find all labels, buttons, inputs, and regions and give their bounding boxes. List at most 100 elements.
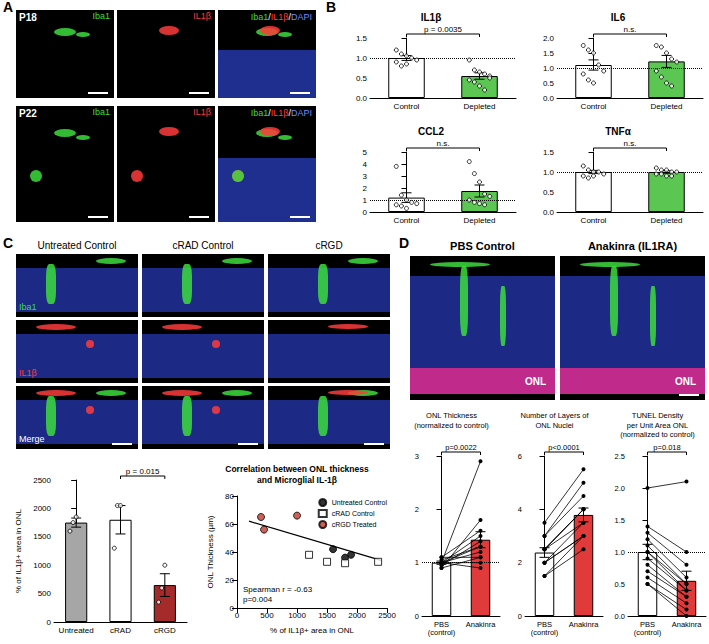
svg-text:1.5: 1.5 <box>615 516 625 525</box>
svg-text:Depleted: Depleted <box>650 102 682 111</box>
svg-text:CCL2: CCL2 <box>418 126 445 137</box>
svg-text:(normalized to control): (normalized to control) <box>620 430 695 439</box>
svg-text:p = 0.015: p = 0.015 <box>126 467 160 476</box>
svg-text:1000: 1000 <box>33 561 51 570</box>
svg-text:Depleted: Depleted <box>650 216 682 225</box>
svg-text:0.5: 0.5 <box>356 74 368 83</box>
svg-text:1.0: 1.0 <box>615 548 625 557</box>
svg-text:2000: 2000 <box>348 611 366 620</box>
svg-text:Control: Control <box>581 102 607 111</box>
svg-text:0.5: 0.5 <box>543 188 555 197</box>
svg-text:0.0: 0.0 <box>543 208 555 217</box>
svg-text:1.0: 1.0 <box>356 54 368 63</box>
svg-text:0: 0 <box>47 618 52 627</box>
svg-text:1500: 1500 <box>33 532 51 541</box>
svg-text:Correlation between ONL thickn: Correlation between ONL thickness <box>225 464 369 474</box>
svg-text:4: 4 <box>518 505 522 514</box>
svg-text:Depleted: Depleted <box>463 102 495 111</box>
svg-text:2.0: 2.0 <box>615 484 625 493</box>
svg-text:2: 2 <box>518 558 522 567</box>
svg-text:p = 0.0035: p = 0.0035 <box>424 25 463 34</box>
svg-text:1500: 1500 <box>318 611 336 620</box>
svg-text:40: 40 <box>225 548 234 557</box>
svg-text:IL1β: IL1β <box>421 12 442 23</box>
svg-text:3: 3 <box>415 452 419 461</box>
svg-text:ONL Thickness (µm): ONL Thickness (µm) <box>206 515 215 588</box>
svg-text:2.5: 2.5 <box>615 452 625 461</box>
svg-text:1: 1 <box>363 196 368 205</box>
svg-text:cRGD: cRGD <box>154 626 176 635</box>
svg-text:ONL Thickness: ONL Thickness <box>426 411 477 420</box>
svg-text:6: 6 <box>518 452 522 461</box>
svg-text:0: 0 <box>518 612 522 621</box>
svg-text:p=0.004: p=0.004 <box>243 595 273 604</box>
html-text:C: C <box>3 235 14 251</box>
svg-text:4: 4 <box>363 160 368 169</box>
svg-text:p=0.018: p=0.018 <box>653 443 680 452</box>
svg-text:TUNEL Density: TUNEL Density <box>632 411 684 420</box>
svg-text:Anakinra: Anakinra <box>569 620 599 629</box>
svg-text:% of IL1β+ area in ONL: % of IL1β+ area in ONL <box>14 508 23 593</box>
svg-text:0.0: 0.0 <box>356 94 368 103</box>
svg-text:% of IL1β+ area in ONL: % of IL1β+ area in ONL <box>270 626 355 635</box>
svg-text:Control: Control <box>581 216 607 225</box>
svg-text:ONL Nuclei: ONL Nuclei <box>535 421 573 430</box>
svg-text:0.0: 0.0 <box>615 612 625 621</box>
svg-text:cRGD Treated: cRGD Treated <box>332 521 377 528</box>
svg-text:TNFα: TNFα <box>605 126 631 137</box>
svg-text:0: 0 <box>415 612 419 621</box>
svg-text:500: 500 <box>260 611 274 620</box>
svg-text:Spearman r = -0.63: Spearman r = -0.63 <box>243 585 313 594</box>
svg-text:cRAD Control: cRAD Control <box>332 510 375 517</box>
svg-text:per Unit Area ONL: per Unit Area ONL <box>627 421 688 430</box>
svg-text:Control: Control <box>394 216 420 225</box>
svg-text:1.5: 1.5 <box>543 148 555 157</box>
svg-text:IL6: IL6 <box>611 12 626 23</box>
svg-text:Anakinra: Anakinra <box>672 620 702 629</box>
svg-text:1.5: 1.5 <box>543 49 555 58</box>
svg-text:(control): (control) <box>634 628 662 637</box>
svg-text:p=0.0022: p=0.0022 <box>445 443 477 452</box>
svg-text:2: 2 <box>363 184 368 193</box>
svg-text:cRAD: cRAD <box>110 626 131 635</box>
svg-text:1.0: 1.0 <box>543 64 555 73</box>
html-text:A: A <box>3 0 14 15</box>
svg-text:1000: 1000 <box>288 611 306 620</box>
svg-text:(control): (control) <box>531 628 559 637</box>
svg-text:2: 2 <box>415 505 419 514</box>
svg-text:n.s.: n.s. <box>624 25 637 34</box>
svg-text:(normalized to control): (normalized to control) <box>414 421 489 430</box>
svg-text:0.5: 0.5 <box>615 580 625 589</box>
svg-text:Anakinra: Anakinra <box>466 620 496 629</box>
svg-text:2500: 2500 <box>33 476 51 485</box>
svg-text:1.5: 1.5 <box>356 34 368 43</box>
svg-text:0: 0 <box>363 208 368 217</box>
svg-text:0.5: 0.5 <box>543 79 555 88</box>
svg-text:1.0: 1.0 <box>543 168 555 177</box>
svg-text:20: 20 <box>225 576 234 585</box>
svg-text:Depleted: Depleted <box>463 216 495 225</box>
svg-text:2000: 2000 <box>33 504 51 513</box>
svg-text:3: 3 <box>363 172 368 181</box>
svg-text:Control: Control <box>394 102 420 111</box>
svg-text:5: 5 <box>363 148 368 157</box>
svg-text:n.s.: n.s. <box>624 139 637 148</box>
html-text:Anakinra (IL1RA): Anakinra (IL1RA) <box>587 240 678 252</box>
svg-text:Untreated Control: Untreated Control <box>332 499 388 506</box>
svg-text:0: 0 <box>235 611 240 620</box>
svg-text:and Microglial IL-1β: and Microglial IL-1β <box>257 475 337 485</box>
html-text:PBS Control: PBS Control <box>450 240 515 252</box>
svg-text:80: 80 <box>225 492 234 501</box>
html-text:B: B <box>326 0 337 15</box>
svg-text:2.0: 2.0 <box>543 34 555 43</box>
svg-text:Untreated: Untreated <box>59 626 94 635</box>
svg-text:500: 500 <box>38 589 52 598</box>
svg-text:(control): (control) <box>428 628 456 637</box>
svg-text:1: 1 <box>415 558 419 567</box>
svg-text:2500: 2500 <box>378 611 396 620</box>
svg-text:Number of Layers of: Number of Layers of <box>521 411 590 420</box>
svg-text:n.s.: n.s. <box>437 139 450 148</box>
svg-text:p<0.0001: p<0.0001 <box>548 443 580 452</box>
svg-text:0.0: 0.0 <box>543 94 555 103</box>
svg-text:60: 60 <box>225 520 234 529</box>
